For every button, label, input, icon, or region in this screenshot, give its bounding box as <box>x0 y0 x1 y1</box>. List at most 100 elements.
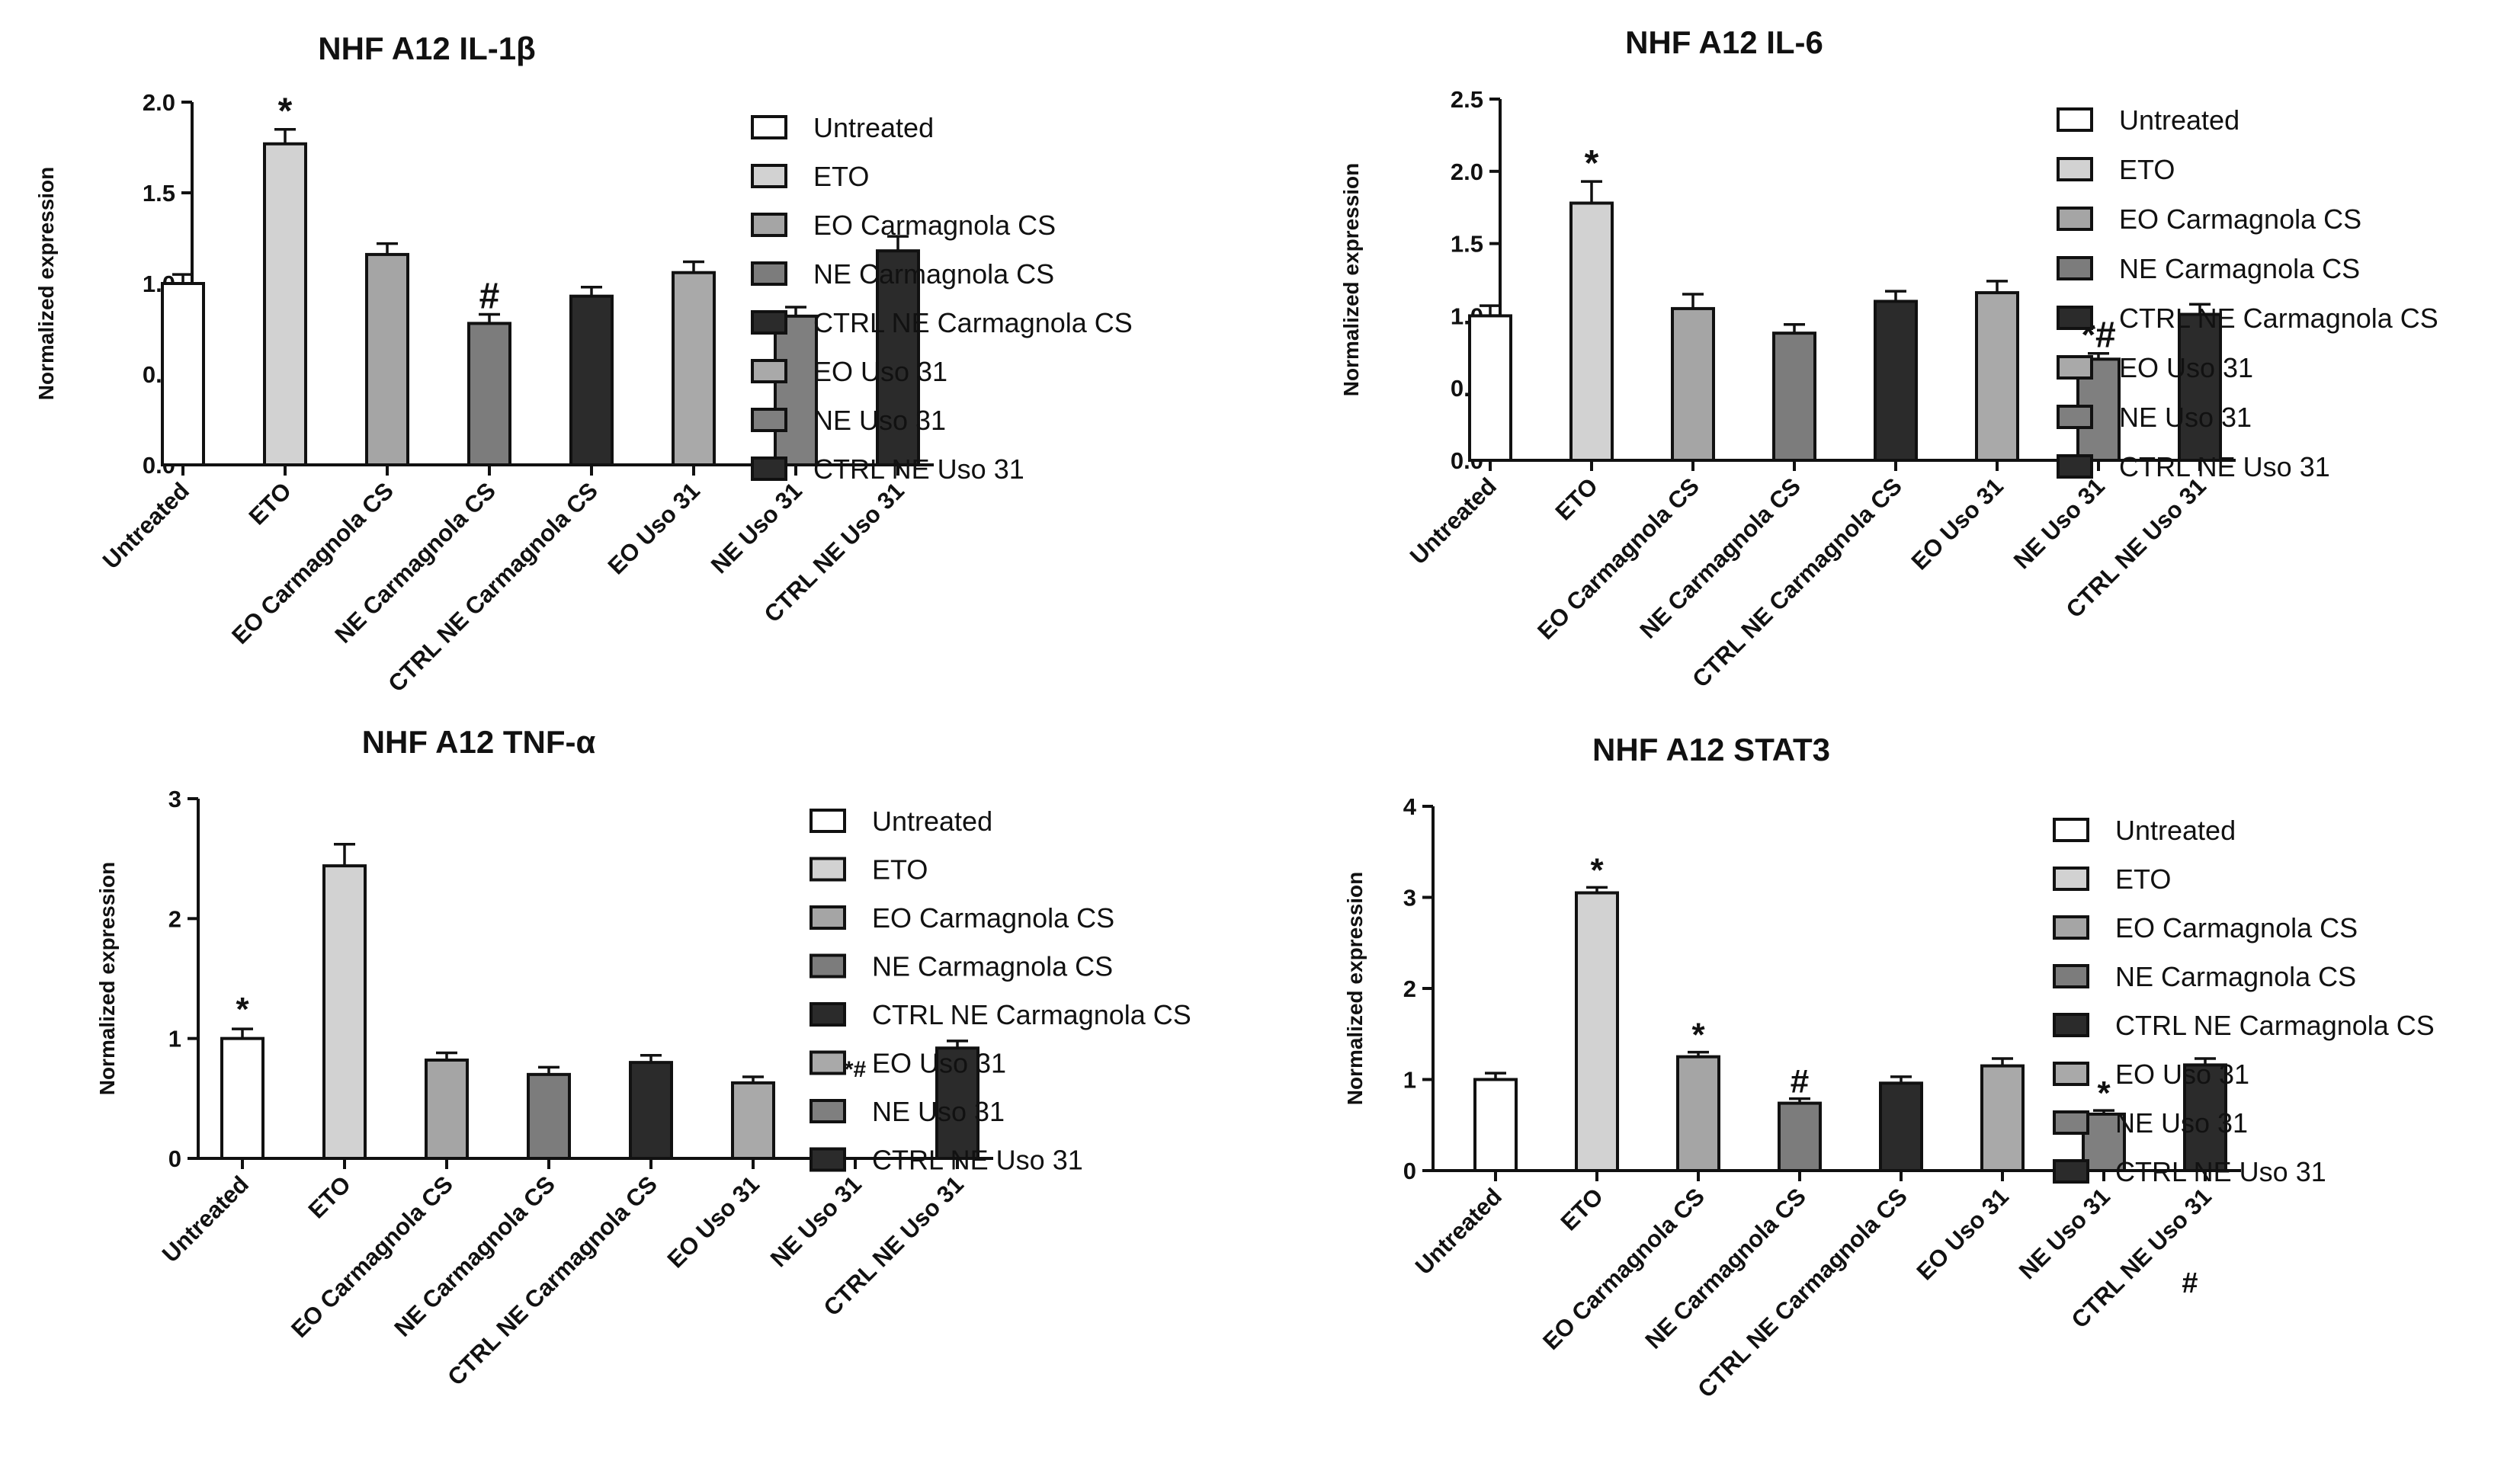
bar-7 <box>2082 1112 2126 1173</box>
legend-label: EO Carmagnola CS <box>2115 912 2358 943</box>
bar-2 <box>263 142 307 467</box>
bar-6 <box>1975 291 2019 462</box>
x-category-label: CTRL NE Carmagnola CS <box>1692 1183 1912 1403</box>
legend-label: NE Uso 31 <box>813 405 946 436</box>
chart-title: NHF A12 IL-1β <box>318 30 535 66</box>
legend-swatch <box>751 164 787 188</box>
x-category-label: Untreated <box>98 477 194 574</box>
legend-label: ETO <box>2119 154 2175 185</box>
legend-label: CTRL NE Uso 31 <box>2119 451 2330 482</box>
bar-5 <box>569 294 614 466</box>
legend-swatch <box>810 1050 846 1075</box>
legend-swatch <box>2057 306 2093 330</box>
x-category-label: Untreated <box>157 1171 254 1267</box>
y-axis-label: Normalized expression <box>1343 872 1367 1106</box>
significance-mark: * <box>236 991 249 1028</box>
bar-4 <box>1772 332 1816 463</box>
significance-mark: # <box>1791 1063 1809 1100</box>
legend-label: EO Carmagnola CS <box>872 902 1114 934</box>
legend-label: ETO <box>2115 863 2171 895</box>
legend-swatch <box>810 857 846 882</box>
legend-label: ETO <box>872 854 928 886</box>
x-category-label: Untreated <box>1410 1183 1507 1280</box>
legend-label: NE Uso 31 <box>2115 1107 2248 1139</box>
bar-4 <box>467 322 511 466</box>
x-category-label: CTRL NE Carmagnola CS <box>442 1171 662 1391</box>
legend-swatch <box>810 905 846 930</box>
x-category-label: ETO <box>244 477 297 530</box>
bar-2 <box>322 864 367 1161</box>
legend-label: ETO <box>813 161 869 192</box>
legend-label: CTRL NE Carmagnola CS <box>813 307 1133 338</box>
bar-1 <box>1473 1078 1518 1172</box>
bar-3 <box>365 252 409 466</box>
x-category-label: EO Uso 31 <box>603 477 705 579</box>
legend-label: CTRL NE Uso 31 <box>872 1145 1083 1176</box>
legend-swatch <box>2053 1013 2089 1037</box>
x-category-label: NE Uso 31 <box>706 477 807 578</box>
legend-swatch <box>2057 454 2093 479</box>
bar-5 <box>1879 1081 1923 1173</box>
y-tick-label: 1.5 <box>143 180 175 207</box>
legend-label: EO Carmagnola CS <box>2119 203 2361 235</box>
legend-swatch <box>2057 355 2093 380</box>
legend-swatch <box>2053 915 2089 940</box>
significance-mark: * <box>1585 143 1599 184</box>
bar-6 <box>1980 1064 2025 1172</box>
y-axis-label: Normalized expression <box>34 167 58 401</box>
x-category-label: NE Uso 31 <box>765 1171 867 1272</box>
legend-swatch <box>2057 207 2093 231</box>
chart-title: NHF A12 TNF-α <box>362 724 596 760</box>
legend-label: CTRL NE Carmagnola CS <box>2119 303 2438 334</box>
bar-3 <box>1676 1055 1720 1172</box>
y-tick-label: 1 <box>168 1026 181 1052</box>
chart-title: NHF A12 IL-6 <box>1625 24 1823 60</box>
legend-swatch <box>2053 964 2089 988</box>
chart-panel-2: NHF A12 IL-60.00.51.01.52.02.5Normalized… <box>1339 24 2438 693</box>
y-tick-label: 1.5 <box>1451 231 1483 258</box>
x-category-label: CTRL NE Carmagnola CS <box>383 477 603 697</box>
legend-swatch <box>751 456 787 481</box>
x-category-label: CTRL NE Carmagnola CS <box>1687 473 1907 693</box>
bar-1 <box>161 282 205 466</box>
legend-swatch <box>751 115 787 139</box>
bar-6 <box>672 271 716 466</box>
legend-swatch <box>751 213 787 237</box>
legend-swatch <box>810 1099 846 1123</box>
bar-8 <box>2178 312 2222 462</box>
legend-label: CTRL NE Uso 31 <box>2115 1156 2326 1187</box>
bar-1 <box>220 1036 265 1160</box>
legend-label: NE Carmagnola CS <box>2115 961 2356 992</box>
legend-label: CTRL NE Carmagnola CS <box>872 999 1191 1030</box>
chart-title: NHF A12 STAT3 <box>1592 732 1830 767</box>
legend-swatch <box>751 261 787 286</box>
y-axis-label: Normalized expression <box>95 862 119 1096</box>
bar-8 <box>2183 1063 2227 1172</box>
significance-mark: * <box>1691 1017 1705 1054</box>
y-tick-label: 1 <box>1403 1067 1416 1094</box>
x-category-label: ETO <box>1550 473 1603 525</box>
x-category-label: ETO <box>1556 1183 1608 1235</box>
legend-swatch <box>751 310 787 335</box>
legend-label: Untreated <box>2119 104 2239 136</box>
significance-mark: *# <box>845 1057 867 1082</box>
y-tick-label: 3 <box>1403 885 1416 911</box>
bar-3 <box>1671 306 1715 463</box>
x-category-label: EO Uso 31 <box>662 1171 765 1273</box>
chart-panel-4: NHF A12 STAT3 0 1 2 3 4 Normalized expression U… <box>1343 732 2435 1403</box>
bar-4 <box>527 1072 571 1161</box>
legend-label: NE Carmagnola CS <box>813 258 1054 290</box>
legend-swatch <box>2053 1062 2089 1086</box>
legend-label: NE Carmagnola CS <box>872 951 1113 982</box>
bar-4 <box>1778 1101 1822 1172</box>
bar-3 <box>425 1058 469 1161</box>
significance-mark: # <box>479 276 500 316</box>
x-category-label: EO Uso 31 <box>1906 473 2009 575</box>
legend-label: EO Uso 31 <box>813 356 947 387</box>
legend-label: NE Carmagnola CS <box>2119 253 2360 284</box>
bar-1 <box>1468 314 1512 462</box>
legend-swatch <box>2057 107 2093 132</box>
y-tick-label: 2.5 <box>1451 86 1483 113</box>
significance-mark: * <box>278 91 293 132</box>
